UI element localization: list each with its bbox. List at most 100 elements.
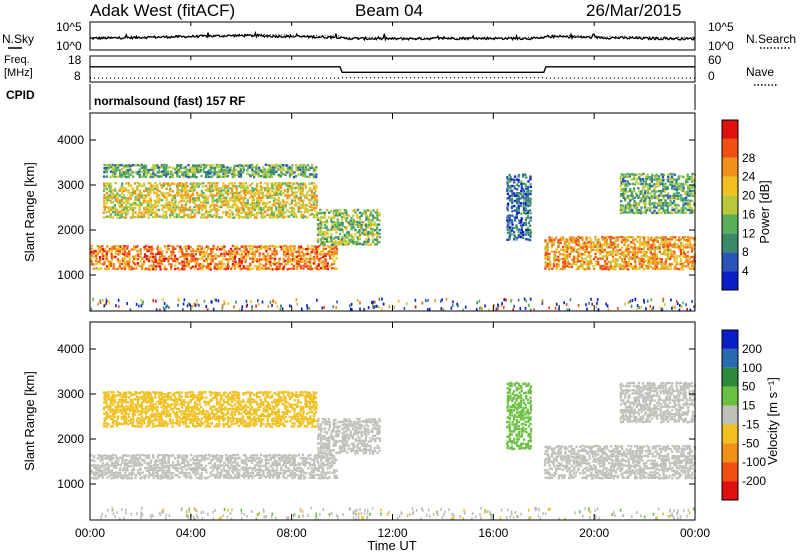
power-cell [106,255,108,257]
power-cell [203,265,205,267]
power-noise-cell [415,299,417,302]
power-cell [275,182,277,184]
power-cell [264,202,266,204]
power-cell [110,170,112,172]
velocity-cell [225,474,227,476]
velocity-cell [170,455,172,457]
power-cell [121,199,123,201]
power-cell [673,202,675,204]
velocity-cell [260,465,262,467]
power-cell [320,212,322,214]
power-cell [251,245,253,247]
velocity-cell [143,459,145,461]
velocity-cell [295,464,297,466]
power-cell [196,258,198,260]
power-cell [255,216,257,218]
power-cell [306,258,308,260]
power-cell [143,214,145,216]
power-cell [289,171,291,173]
power-cell [174,248,176,250]
power-cell [579,260,581,262]
power-cell [546,253,548,255]
power-noise-cell [246,300,248,303]
power-cell [103,183,105,185]
power-noise-cell [102,299,104,302]
velocity-cell [172,467,174,469]
power-cell [265,250,267,252]
power-cell [264,182,266,184]
power-cell [256,183,258,185]
velocity-cell [243,474,245,476]
power-cell [240,216,242,218]
power-cell [352,226,354,228]
power-cell [683,187,685,189]
power-cell [669,263,671,265]
power-cell [514,216,516,218]
velocity-cell [91,464,93,466]
power-cell [179,256,181,258]
power-cell [643,237,645,239]
power-cell [282,167,284,169]
power-cell [308,199,310,201]
power-cell [130,192,132,194]
power-cell [137,182,139,184]
power-cell [293,208,295,210]
power-cell [562,236,564,238]
power-cell [184,194,186,196]
power-noise-cell [306,304,308,307]
power-cell [271,211,273,213]
power-cell [678,185,680,187]
power-cell [128,255,130,257]
freq-unit-label: [MHz] [4,67,33,79]
power-cell [167,207,169,209]
power-cell [185,182,187,184]
power-cell [222,185,224,187]
power-cell [348,215,350,217]
power-cell [180,171,182,173]
power-cell [132,216,134,218]
power-cell [342,222,344,224]
power-cell [141,266,143,268]
power-cell [511,198,513,200]
power-cell [221,260,223,262]
power-cell [662,236,664,238]
power-cell [276,268,278,270]
power-cell [509,174,511,176]
power-noise-cell [359,308,361,311]
power-cell [238,164,240,166]
velocity-cell [150,474,152,476]
power-cell [520,234,522,236]
velocity-cell [251,462,253,464]
velocity-cell [108,475,110,477]
velocity-cell [146,467,148,469]
power-cell [544,248,546,250]
power-cell [132,248,134,250]
velocity-cell [211,464,213,466]
power-cell [119,199,121,201]
power-cell [691,193,693,195]
power-noise-cell [479,307,481,310]
power-cell [296,268,298,270]
power-cell [102,258,104,260]
velocity-cell [238,465,240,467]
power-cell [320,229,322,231]
power-cell [265,245,267,247]
velocity-cell [229,462,231,464]
power-cell [197,248,199,250]
power-cell [232,213,234,215]
power-noise-cell [307,307,309,310]
power-cell [314,209,316,211]
power-cell [176,216,178,218]
velocity-cell [267,467,269,469]
power-cell [247,268,249,270]
power-cell [151,260,153,262]
power-noise-cell [446,298,448,301]
power-cell [594,236,596,238]
power-cell [624,198,626,200]
power-cell [558,263,560,265]
velocity-cell [256,454,258,456]
power-cell [675,198,677,200]
power-cell [313,214,315,216]
power-cell [311,209,313,211]
power-cell [651,247,653,249]
